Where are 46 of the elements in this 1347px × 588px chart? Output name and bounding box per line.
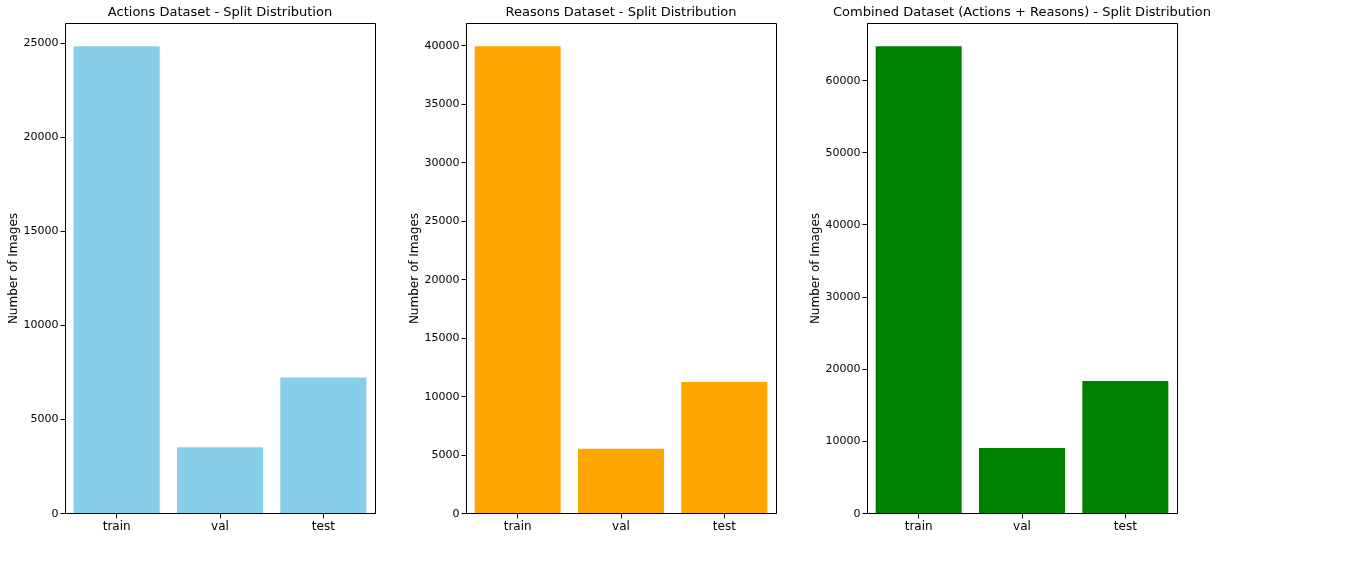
y-tick-label: 10000 bbox=[424, 389, 460, 403]
y-tick-label: 15000 bbox=[23, 224, 59, 238]
y-tick-label: 15000 bbox=[424, 331, 460, 345]
y-tick-label: 0 bbox=[452, 506, 460, 520]
y-tick-label: 10000 bbox=[23, 318, 59, 332]
y-tick-label: 25000 bbox=[23, 36, 59, 50]
x-tick-label: test bbox=[1113, 518, 1138, 533]
chart-title: Reasons Dataset - Split Distribution bbox=[505, 4, 737, 19]
y-axis-title: Number of Images bbox=[807, 212, 822, 325]
y-tick-label: 35000 bbox=[424, 97, 460, 111]
y-tick-label: 5000 bbox=[431, 448, 460, 462]
x-tick-label: val bbox=[612, 518, 630, 533]
bar bbox=[474, 46, 561, 513]
bar bbox=[979, 448, 1065, 513]
y-tick-label: 40000 bbox=[825, 217, 861, 231]
x-tick-label: val bbox=[211, 518, 229, 533]
y-tick-label: 0 bbox=[51, 506, 59, 520]
bar bbox=[73, 46, 160, 513]
x-tick-label: test bbox=[311, 518, 336, 533]
x-tick-label: test bbox=[712, 518, 737, 533]
bar bbox=[177, 447, 263, 513]
y-tick-label: 30000 bbox=[424, 155, 460, 169]
x-tick-label: train bbox=[503, 518, 532, 533]
y-tick-label: 5000 bbox=[30, 412, 59, 426]
chart-title: Actions Dataset - Split Distribution bbox=[107, 4, 333, 19]
x-tick-label: train bbox=[102, 518, 131, 533]
y-tick-label: 60000 bbox=[825, 73, 861, 87]
y-tick-label: 30000 bbox=[825, 290, 861, 304]
y-tick-label: 20000 bbox=[23, 130, 59, 144]
chart-title: Combined Dataset (Actions + Reasons) - Split Distribution bbox=[833, 4, 1211, 19]
y-axis-title: Number of Images bbox=[5, 212, 20, 325]
bar bbox=[578, 448, 664, 513]
bar bbox=[875, 46, 962, 513]
y-tick-label: 40000 bbox=[424, 38, 460, 52]
y-axis-title: Number of Images bbox=[406, 212, 421, 325]
y-tick-label: 10000 bbox=[825, 434, 861, 448]
y-tick-label: 0 bbox=[853, 506, 861, 520]
y-tick-label: 20000 bbox=[424, 272, 460, 286]
y-tick-label: 25000 bbox=[424, 214, 460, 228]
bar bbox=[1082, 381, 1169, 513]
y-tick-label: 50000 bbox=[825, 145, 861, 159]
bar bbox=[681, 382, 768, 513]
y-tick-label: 20000 bbox=[825, 362, 861, 376]
x-tick-label: val bbox=[1013, 518, 1031, 533]
bar bbox=[280, 377, 367, 513]
x-tick-label: train bbox=[904, 518, 933, 533]
